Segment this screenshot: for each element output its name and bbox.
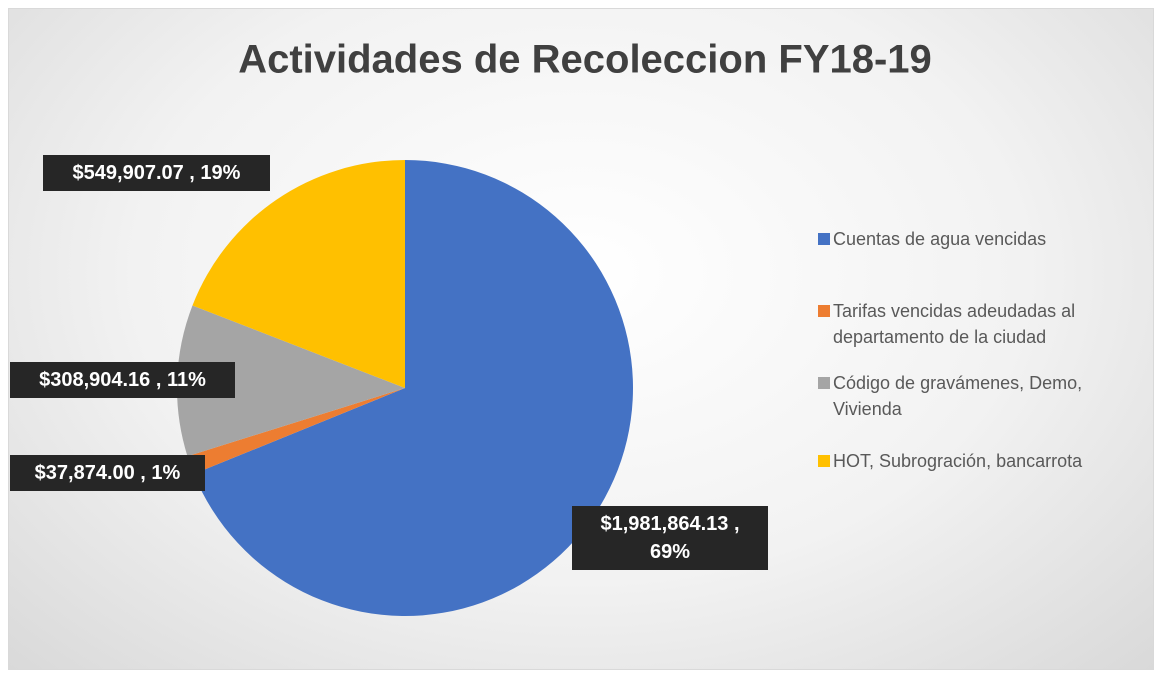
legend-swatch	[818, 455, 830, 467]
legend-label: Cuentas de agua vencidas	[833, 229, 1047, 249]
data-label: $308,904.16 , 11%	[10, 362, 235, 398]
legend-swatch	[818, 377, 830, 389]
legend-label: Tarifas vencidas adeudadas al departamen…	[833, 301, 1076, 347]
pie-slice	[187, 388, 405, 474]
data-label: $37,874.00 , 1%	[10, 455, 205, 491]
data-label: $549,907.07 , 19%	[43, 155, 270, 191]
legend-swatch	[818, 305, 830, 317]
data-label: $1,981,864.13 , 69%	[572, 506, 768, 570]
pie-slice	[176, 305, 405, 457]
legend-swatch	[818, 233, 830, 245]
pie-slice	[193, 160, 633, 616]
chart-title: Actividades de Recoleccion FY18-19	[238, 38, 932, 82]
legend-label: Código de gravámenes, Demo, Vivienda	[833, 373, 1083, 419]
pie-slice	[192, 159, 405, 388]
legend-label: HOT, Subrogración, bancarrota	[833, 451, 1083, 471]
